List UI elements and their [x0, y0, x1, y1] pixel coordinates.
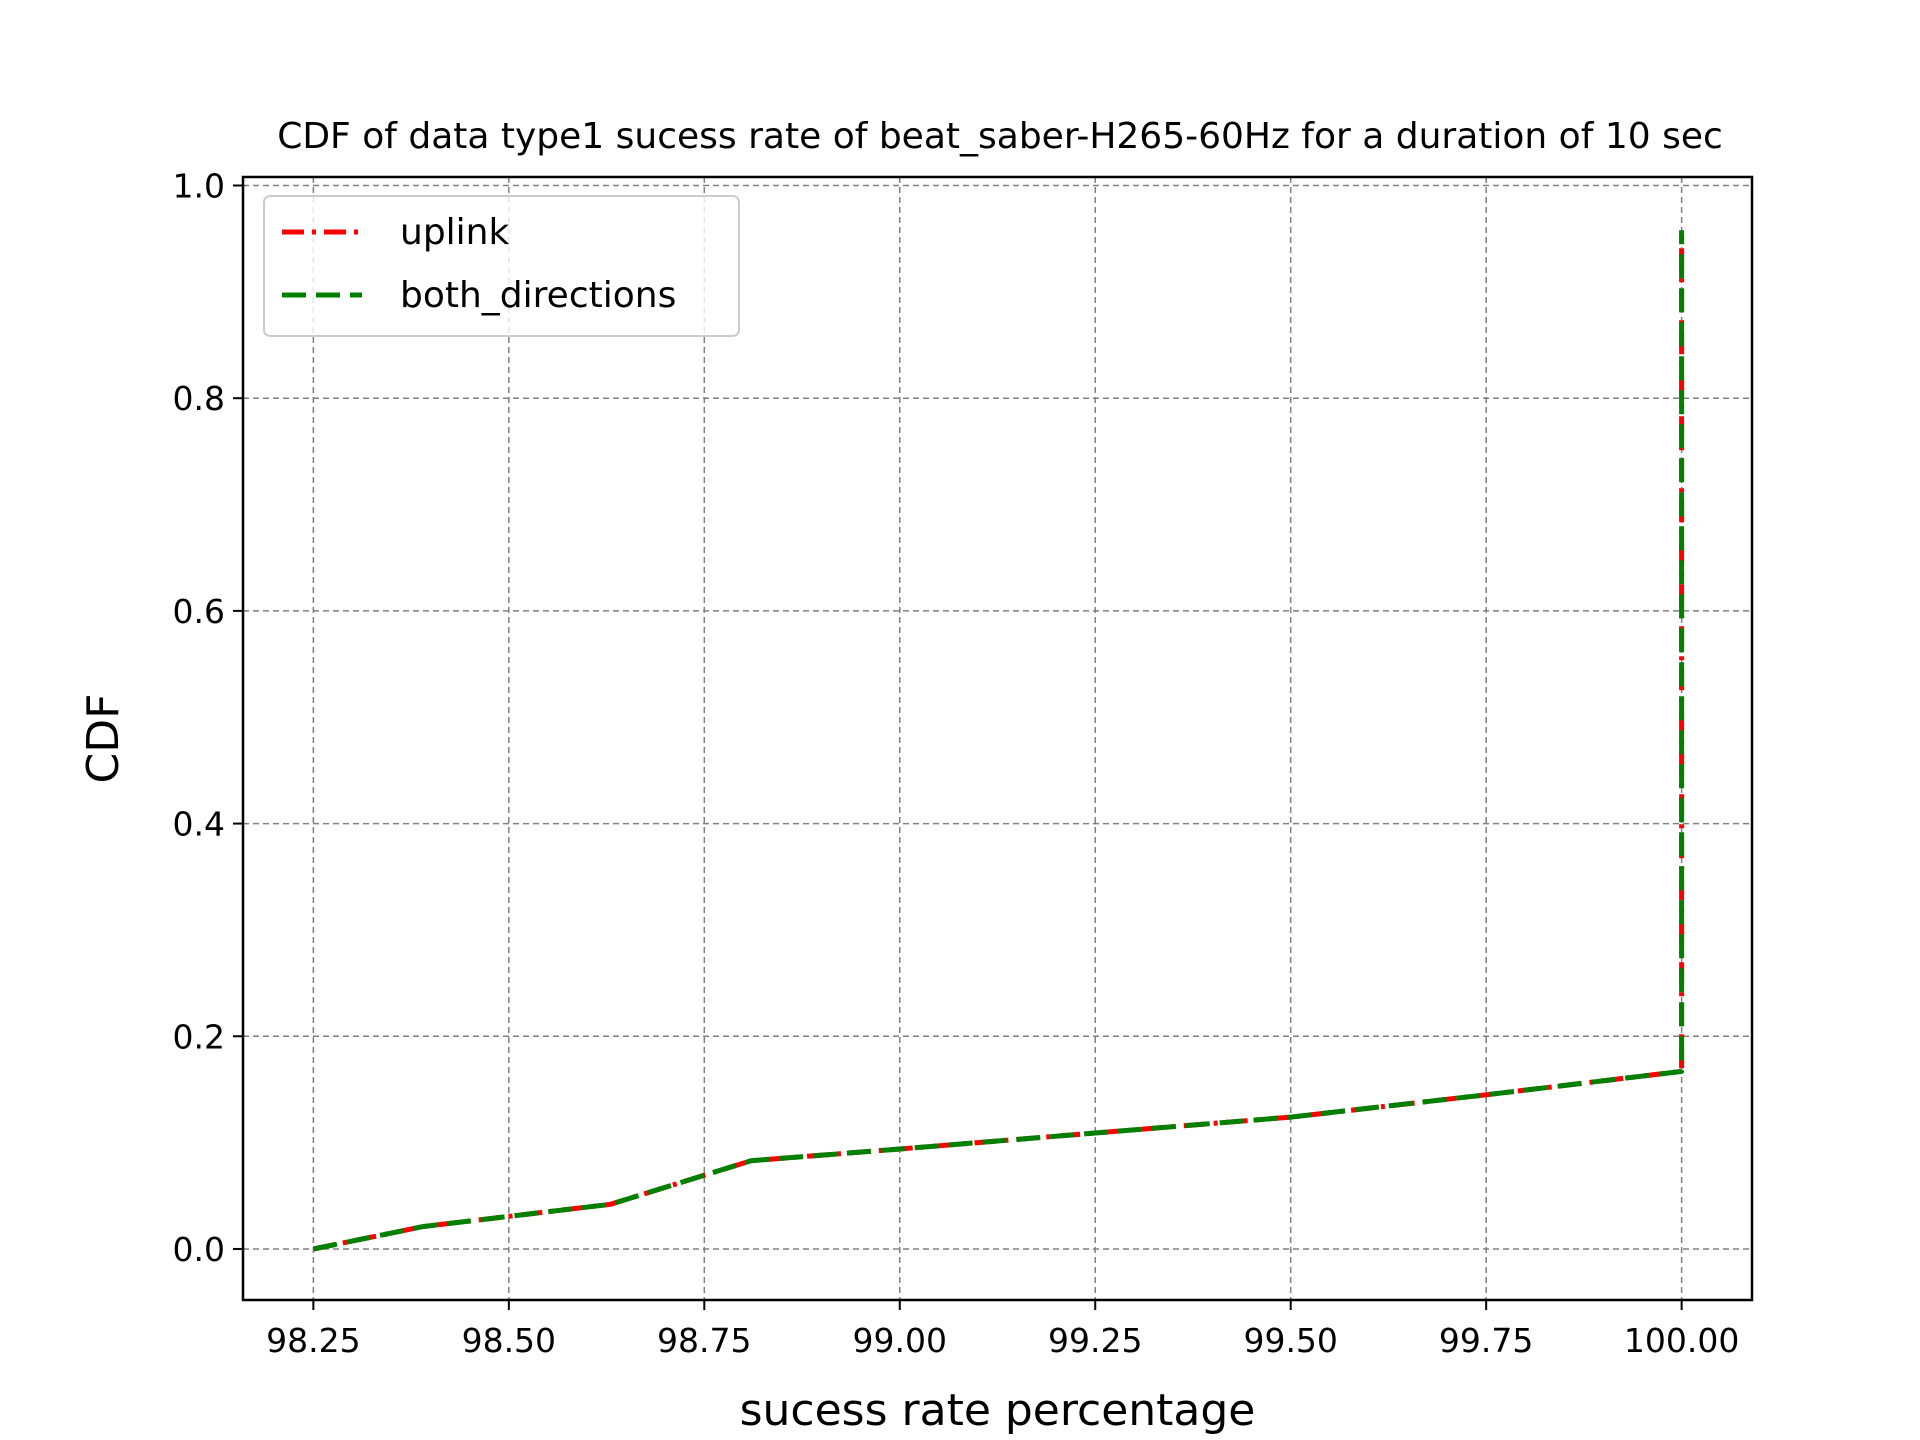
x-tick-label: 98.25 — [266, 1321, 360, 1360]
chart-title: CDF of data type1 sucess rate of beat_sa… — [277, 116, 1723, 157]
x-axis-label: sucess rate percentage — [740, 1385, 1256, 1436]
legend-label: uplink — [400, 212, 509, 253]
y-tick-label: 1.0 — [173, 167, 225, 206]
axis-ticks: 98.25 98.50 98.75 99.00 99.25 99.50 99.75 100.0… — [173, 167, 1740, 1360]
x-tick-label: 99.50 — [1243, 1321, 1337, 1360]
grid — [243, 177, 1752, 1300]
y-tick-label: 0.2 — [173, 1017, 225, 1056]
x-tick-label: 98.75 — [657, 1321, 751, 1360]
x-tick-label: 99.75 — [1439, 1321, 1533, 1360]
y-axis-label: CDF — [78, 694, 129, 784]
legend: uplink both_directions — [263, 195, 740, 337]
x-tick-label: 98.50 — [462, 1321, 556, 1360]
y-tick-label: 0.6 — [173, 592, 225, 631]
series-layer — [312, 230, 1685, 1252]
legend-box — [263, 195, 740, 337]
y-tick-label: 0.8 — [173, 379, 225, 418]
legend-label: both_directions — [400, 275, 676, 316]
y-tick-label: 0.4 — [173, 805, 225, 844]
plot-frame — [241, 175, 1754, 1302]
x-tick-label: 100.00 — [1624, 1321, 1739, 1360]
x-tick-label: 99.00 — [853, 1321, 947, 1360]
y-tick-label: 0.0 — [173, 1230, 225, 1269]
series-line-both-directions — [312, 230, 1685, 1252]
x-tick-label: 99.25 — [1048, 1321, 1142, 1360]
